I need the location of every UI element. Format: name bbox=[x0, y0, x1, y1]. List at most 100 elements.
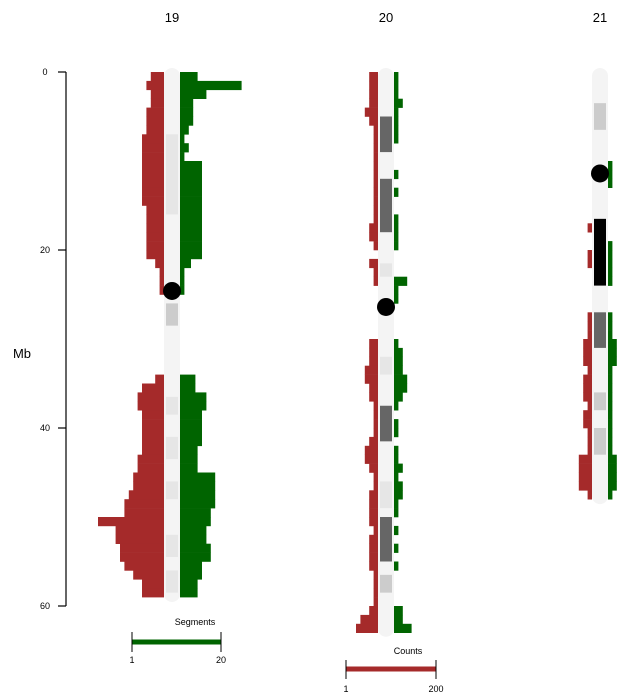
segments-bar bbox=[394, 169, 399, 180]
chromosome-21: 21 bbox=[578, 10, 617, 505]
segments-bar bbox=[608, 161, 613, 171]
counts-bar bbox=[369, 534, 378, 544]
counts-bar bbox=[142, 152, 164, 162]
counts-bar bbox=[142, 579, 164, 589]
segments-bar bbox=[180, 401, 207, 411]
segments-bar bbox=[394, 383, 408, 393]
segments-bar bbox=[180, 125, 189, 135]
counts-bar bbox=[583, 356, 592, 366]
counts-bar bbox=[369, 552, 378, 562]
counts-bar bbox=[155, 374, 164, 384]
counts-bar bbox=[373, 187, 378, 197]
segments-bar bbox=[180, 161, 202, 171]
counts-bar bbox=[373, 169, 378, 180]
segments-bar bbox=[180, 89, 207, 99]
counts-bar bbox=[587, 365, 592, 375]
counts-bar bbox=[142, 383, 164, 393]
segments-bar bbox=[394, 392, 403, 402]
counts-bar bbox=[369, 258, 378, 269]
counts-bar bbox=[142, 410, 164, 420]
segments-bar bbox=[394, 276, 408, 286]
counts-legend-max: 200 bbox=[428, 684, 443, 694]
counts-bar bbox=[373, 152, 378, 162]
counts-bar bbox=[150, 89, 164, 99]
counts-bar bbox=[369, 463, 378, 473]
segments-bar bbox=[608, 419, 613, 429]
counts-bar bbox=[146, 250, 164, 260]
segments-bar bbox=[180, 517, 211, 527]
segments-bar bbox=[608, 374, 613, 384]
counts-bar bbox=[142, 419, 164, 429]
segments-bar bbox=[394, 401, 399, 411]
counts-bar bbox=[578, 481, 592, 491]
counts-bar bbox=[128, 490, 164, 500]
segments-bar bbox=[394, 508, 399, 518]
counts-bar bbox=[373, 481, 378, 491]
chromosome-title: 19 bbox=[165, 10, 179, 25]
chromosome-19: 19 bbox=[98, 10, 242, 602]
counts-bar bbox=[369, 508, 378, 518]
counts-bar bbox=[587, 258, 592, 269]
segments-bar bbox=[394, 623, 412, 633]
chromosome-band bbox=[380, 405, 392, 442]
segments-bar bbox=[394, 463, 403, 473]
counts-bar bbox=[159, 267, 164, 277]
segments-bar bbox=[180, 570, 202, 580]
segments-bar bbox=[180, 214, 202, 224]
counts-bar bbox=[142, 588, 164, 598]
segments-bar bbox=[394, 445, 399, 455]
segments-bar bbox=[608, 276, 613, 286]
segments-bar bbox=[180, 490, 216, 500]
segments-bar bbox=[394, 490, 403, 500]
counts-bar bbox=[369, 339, 378, 349]
counts-bar bbox=[373, 161, 378, 171]
segments-bar bbox=[608, 472, 617, 482]
segments-bar bbox=[180, 267, 185, 277]
chromosome-band bbox=[380, 481, 392, 509]
segments-bar bbox=[394, 98, 403, 108]
counts-bar bbox=[146, 232, 164, 242]
counts-bar bbox=[369, 499, 378, 509]
counts-legend-title: Counts bbox=[394, 646, 423, 656]
segments-bar bbox=[394, 187, 399, 197]
counts-bar bbox=[155, 258, 164, 269]
chromosome-band bbox=[166, 134, 178, 215]
counts-bar bbox=[369, 72, 378, 82]
segments-bar bbox=[394, 499, 399, 509]
counts-bar bbox=[583, 339, 592, 349]
segments-bar bbox=[608, 445, 613, 455]
counts-bar bbox=[146, 214, 164, 224]
counts-bar bbox=[373, 410, 378, 420]
counts-bar bbox=[369, 356, 378, 366]
segments-bar bbox=[180, 454, 198, 464]
counts-bar bbox=[150, 72, 164, 82]
counts-bar bbox=[142, 436, 164, 447]
counts-bar bbox=[137, 463, 164, 473]
segments-bar bbox=[180, 187, 202, 197]
segments-bar bbox=[180, 579, 198, 589]
segments-bar bbox=[394, 232, 399, 242]
counts-bar bbox=[587, 250, 592, 260]
counts-bar bbox=[142, 196, 164, 206]
centromere-marker bbox=[377, 297, 395, 316]
counts-bar bbox=[583, 392, 592, 402]
segments-bar bbox=[180, 499, 216, 509]
segments-bar bbox=[394, 606, 403, 616]
segments-bar bbox=[394, 614, 403, 625]
chromosome-band bbox=[166, 396, 178, 415]
counts-bar bbox=[369, 89, 378, 99]
segments-bar bbox=[180, 463, 198, 473]
segments-bar bbox=[180, 205, 202, 215]
counts-bar bbox=[364, 454, 378, 464]
segments-bar bbox=[180, 445, 198, 455]
counts-bar bbox=[146, 223, 164, 233]
segments-bar bbox=[180, 178, 202, 188]
segments-bar bbox=[394, 116, 399, 126]
segments-bar bbox=[180, 232, 202, 242]
counts-bar bbox=[133, 570, 164, 580]
segments-bar bbox=[394, 561, 399, 571]
counts-bar bbox=[587, 312, 592, 322]
counts-bar bbox=[364, 374, 378, 384]
counts-bar bbox=[369, 80, 378, 91]
segments-bar bbox=[180, 436, 202, 447]
